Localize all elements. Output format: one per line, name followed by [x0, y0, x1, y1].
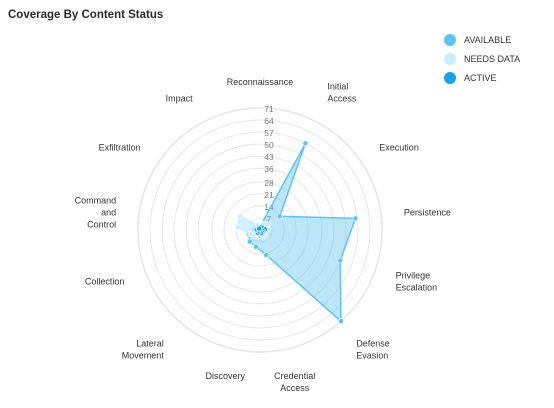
data-point-available[interactable] [352, 215, 359, 222]
data-point-available[interactable] [246, 238, 253, 245]
tick-label: 28 [264, 178, 274, 188]
legend-swatch-active [444, 71, 456, 84]
legend-item-needs-data[interactable]: NEEDS DATA [444, 49, 520, 68]
chart-title: Coverage By Content Status [8, 9, 164, 21]
grid-ring [161, 131, 359, 329]
legend-swatch-needs-data [444, 52, 456, 65]
legend-item-available[interactable]: AVAILABLE [444, 30, 520, 49]
data-point-needs-data[interactable] [265, 221, 272, 227]
axis-label: Defense Evasion [356, 339, 390, 361]
grid-ring [235, 205, 285, 255]
axis-label: Discovery [206, 371, 246, 381]
data-point-active[interactable] [256, 225, 263, 232]
data-point-available[interactable] [302, 140, 309, 147]
data-point-needs-data[interactable] [251, 233, 258, 240]
axis-label: Execution [379, 143, 419, 153]
legend-label-active: ACTIVE [464, 72, 497, 83]
legend-label-needs-data: NEEDS DATA [464, 53, 521, 64]
data-point-available[interactable] [276, 213, 283, 220]
data-point-needs-data[interactable] [247, 230, 254, 237]
legend-label-available: AVAILABLE [464, 34, 512, 45]
axis-label: Initial Access [327, 82, 357, 104]
axis-label: Collection [85, 276, 125, 286]
axis-label: Privilege Escalation [396, 270, 438, 292]
axis-label: Command and Control [75, 196, 117, 230]
tick-label: 71 [264, 104, 274, 114]
grid-ring [149, 119, 371, 341]
data-point-needs-data[interactable] [237, 213, 244, 220]
tick-label: 36 [264, 164, 274, 174]
tick-label: 57 [264, 128, 274, 138]
axis-label: Impact [166, 94, 194, 104]
axis-label: Credential Access [274, 371, 315, 393]
axis-label: Persistence [404, 208, 451, 218]
tick-label: 43 [264, 152, 274, 162]
grid-ring [223, 193, 297, 267]
tick-label: 50 [264, 140, 274, 150]
grid-ring [185, 155, 335, 305]
tick-label: 21 [264, 190, 274, 200]
data-point-available[interactable] [263, 252, 270, 258]
chart-legend: AVAILABLE NEEDS DATA ACTIVE [444, 30, 520, 87]
grid-ring [211, 181, 309, 279]
axis-label: Exfiltration [99, 143, 141, 153]
data-point-available[interactable] [252, 243, 259, 250]
tick-label: 7 [267, 214, 272, 224]
data-point-available[interactable] [337, 318, 344, 325]
grid-ring [197, 167, 323, 293]
data-point-needs-data[interactable] [234, 224, 241, 231]
axis-label: Lateral Movement [122, 339, 165, 361]
axis-label: Reconnaissance [227, 77, 294, 87]
data-point-available[interactable] [337, 257, 344, 264]
grid-ring [137, 107, 383, 353]
tick-label: 14 [264, 202, 274, 212]
grid-ring [173, 143, 347, 317]
legend-swatch-available [444, 33, 456, 46]
legend-item-active[interactable]: ACTIVE [444, 68, 520, 87]
tick-label: 64 [264, 116, 274, 126]
